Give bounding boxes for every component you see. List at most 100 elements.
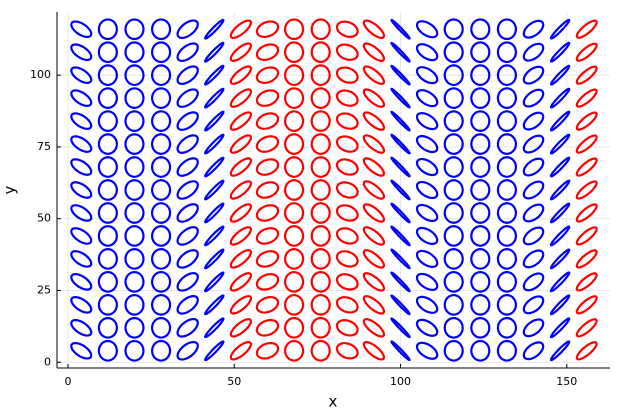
ellipse-glyph <box>549 18 571 40</box>
ellipse-glyph <box>229 295 253 315</box>
ellipse-glyph <box>362 249 386 269</box>
ellipse-glyph <box>415 341 439 360</box>
ellipse-glyph <box>443 293 464 316</box>
ellipse-glyph <box>284 110 305 132</box>
ellipse-glyph <box>362 42 386 62</box>
ellipse-glyph <box>284 156 305 178</box>
ellipse-glyph <box>255 318 280 337</box>
x-tick-label: 100 <box>390 375 411 388</box>
ellipse-glyph <box>470 202 491 224</box>
ellipse-glyph <box>229 226 253 246</box>
ellipse-glyph <box>415 20 439 39</box>
ellipse-glyph <box>255 181 280 199</box>
ellipse-glyph <box>284 316 305 339</box>
ellipse-glyph <box>415 157 439 177</box>
ellipse-glyph <box>335 158 359 176</box>
ellipse-glyph <box>204 248 225 270</box>
ellipse-glyph <box>124 225 145 247</box>
ellipse-glyph <box>575 88 598 108</box>
ellipse-glyph <box>70 158 93 176</box>
ellipse-glyph <box>97 156 118 178</box>
ellipse-glyph <box>522 318 545 338</box>
ellipse-glyph <box>176 157 199 177</box>
ellipse-glyph <box>496 339 517 362</box>
ellipse-glyph <box>522 19 545 39</box>
ellipse-glyph <box>362 341 386 361</box>
ellipse-glyph <box>97 133 118 155</box>
ellipse-glyph <box>443 41 464 64</box>
ellipse-glyph <box>124 248 145 270</box>
ellipse-glyph <box>255 273 280 291</box>
ellipse-glyph <box>310 316 331 339</box>
ellipse-glyph <box>176 88 199 108</box>
ellipse-glyph <box>310 64 331 87</box>
ellipse-glyph <box>229 42 253 62</box>
ellipse-glyph <box>390 133 411 155</box>
ellipse-glyph <box>229 65 253 85</box>
ellipse-glyph <box>496 248 517 270</box>
ellipse-glyph <box>549 271 571 293</box>
ellipse-glyph <box>150 110 172 132</box>
ellipse-glyph <box>496 179 517 201</box>
ellipse-glyph <box>443 202 464 224</box>
ellipse-glyph <box>229 249 253 269</box>
ellipse-glyph <box>362 157 386 177</box>
ellipse-glyph <box>310 133 331 155</box>
ellipse-glyph <box>390 110 411 132</box>
ellipse-glyph <box>496 293 517 316</box>
ellipse-glyph <box>97 179 118 201</box>
ellipse-glyph <box>390 225 411 247</box>
ellipse-glyph <box>496 133 517 155</box>
ellipse-glyph <box>415 180 439 200</box>
ellipse-glyph <box>470 316 491 339</box>
ellipse-glyph <box>124 110 145 132</box>
ellipse-glyph <box>310 87 331 109</box>
ellipse-glyph <box>70 135 93 153</box>
ellipse-glyph <box>549 156 571 178</box>
ellipse-glyph <box>284 87 305 109</box>
ellipse-glyph <box>255 250 280 268</box>
ellipse-glyph <box>522 157 545 177</box>
ellipse-glyph <box>390 179 411 201</box>
ellipse-glyph <box>204 179 225 201</box>
ellipse-glyph <box>255 296 280 314</box>
ellipse-glyph <box>70 181 93 199</box>
ellipse-glyph <box>255 135 280 153</box>
ellipse-glyph <box>496 202 517 224</box>
ellipse-glyph <box>335 66 359 84</box>
ellipse-glyph <box>522 111 545 131</box>
ellipse-glyph <box>575 134 598 154</box>
ellipse-glyph <box>575 180 598 200</box>
ellipse-glyph <box>176 42 199 63</box>
ellipse-glyph <box>204 133 225 155</box>
ellipse-glyph <box>204 156 225 178</box>
ellipse-glyph <box>522 134 545 154</box>
ellipse-glyph <box>522 295 545 315</box>
y-tick-label: 75 <box>37 140 51 153</box>
ellipse-glyph <box>470 339 491 362</box>
ellipse-glyph <box>362 272 386 292</box>
ellipse-glyph <box>362 88 386 108</box>
ellipse-glyph <box>549 202 571 224</box>
ellipse-glyph <box>443 18 464 41</box>
ellipse-glyph <box>390 202 411 224</box>
ellipse-glyph <box>522 180 545 200</box>
y-axis-label: y <box>1 185 19 194</box>
ellipse-glyph <box>204 317 225 339</box>
ellipse-glyph <box>176 295 199 315</box>
ellipse-glyph <box>415 66 439 85</box>
ellipse-glyph <box>70 20 93 39</box>
ellipse-glyph <box>470 110 491 132</box>
ellipse-glyph <box>124 271 145 293</box>
x-axis-label: x <box>329 393 338 411</box>
ellipse-glyph <box>150 271 172 293</box>
ellipse-glyph <box>150 316 172 339</box>
ellipse-glyph <box>124 179 145 201</box>
ellipse-glyph <box>310 225 331 247</box>
ellipse-glyph <box>150 133 172 155</box>
ellipse-glyph <box>470 225 491 247</box>
ellipse-glyph <box>496 64 517 87</box>
ellipse-glyph <box>470 64 491 87</box>
ellipse-glyph <box>229 111 253 131</box>
